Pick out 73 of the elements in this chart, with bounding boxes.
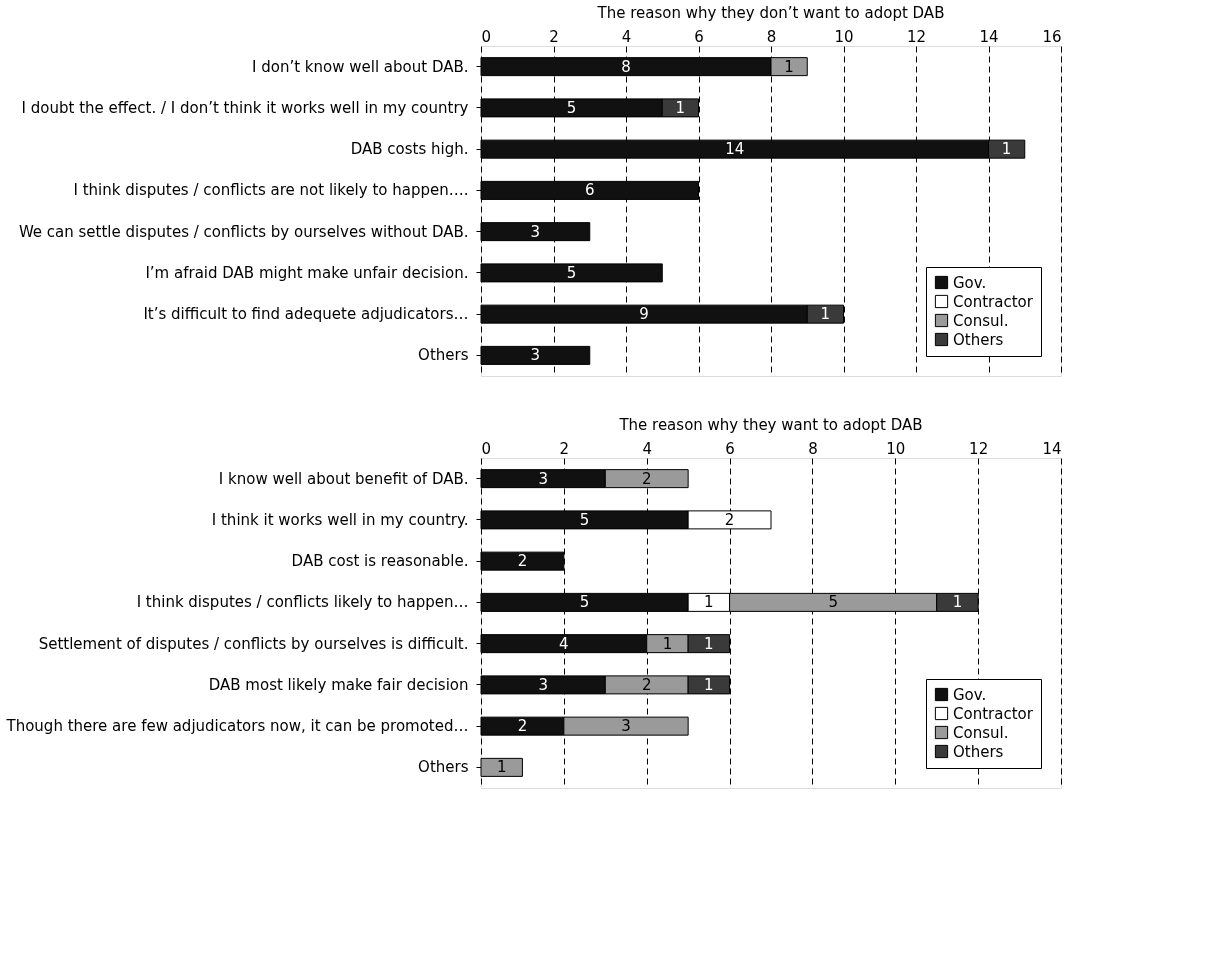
legend-label: Others — [953, 742, 1004, 761]
data-label: 1 — [784, 57, 794, 76]
data-label: 5 — [579, 510, 590, 529]
x-tick-label: 2 — [549, 27, 559, 46]
x-tick-label: 0 — [481, 439, 492, 458]
data-label: 1 — [496, 758, 507, 777]
data-label: 1 — [662, 634, 673, 653]
data-label: 2 — [724, 510, 735, 529]
y-tick-label: I doubt the effect. / I don’t think it works well in my country — [21, 98, 469, 117]
x-tick-label: 6 — [694, 27, 704, 46]
y-tick-label: It’s difficult to find adequete adjudicators… — [143, 305, 469, 324]
legend-label: Others — [953, 330, 1004, 349]
data-label: 5 — [566, 98, 577, 117]
y-tick-label: DAB cost is reasonable. — [291, 552, 469, 571]
legend-label: Contractor — [953, 292, 1034, 311]
data-label: 1 — [704, 634, 714, 653]
x-tick-label: 12 — [906, 27, 927, 46]
data-label: 3 — [621, 717, 631, 736]
data-label: 1 — [952, 593, 963, 612]
x-tick-label: 14 — [979, 27, 999, 46]
data-label: 4 — [559, 634, 569, 653]
data-label: 2 — [641, 469, 652, 488]
data-label: 1 — [704, 675, 714, 694]
y-tick-label: I think disputes / conflicts are not likely to happen…. — [73, 181, 469, 200]
data-label: 1 — [820, 305, 831, 324]
data-label: 3 — [538, 675, 548, 694]
y-tick-label: I think disputes / conflicts likely to happen… — [136, 593, 469, 612]
x-tick-label: 8 — [808, 439, 818, 458]
x-tick-label: 6 — [725, 439, 735, 458]
data-label: 2 — [641, 675, 652, 694]
y-tick-label: I’m afraid DAB might make unfair decision. — [145, 263, 469, 282]
legend-label: Gov. — [953, 273, 987, 292]
legend-label: Contractor — [953, 704, 1034, 723]
y-tick-label: I know well about benefit of DAB. — [218, 469, 469, 488]
data-label: 1 — [675, 98, 686, 117]
y-tick-label: I don’t know well about DAB. — [252, 57, 469, 76]
x-tick-label: 10 — [834, 27, 854, 46]
data-label: 2 — [517, 552, 528, 571]
data-label: 3 — [538, 469, 548, 488]
x-tick-label: 10 — [886, 439, 906, 458]
y-tick-label: DAB most likely make fair decision — [208, 675, 469, 694]
data-label: 6 — [584, 181, 595, 200]
y-tick-label: Though there are few adjudicators now, it can be promoted… — [5, 717, 469, 736]
legend-label: Consul. — [953, 723, 1009, 742]
y-tick-label: I think it works well in my country. — [211, 510, 469, 529]
data-label: 5 — [566, 263, 577, 282]
data-label: 5 — [828, 593, 838, 612]
legend-label: Gov. — [953, 685, 987, 704]
x-tick-label: 12 — [969, 439, 989, 458]
data-label: 9 — [639, 305, 649, 324]
x-tick-label: 4 — [621, 27, 632, 46]
chart-title: The reason why they want to adopt DAB — [618, 416, 923, 434]
data-label: 1 — [704, 593, 714, 612]
y-tick-label: DAB costs high. — [350, 140, 469, 159]
x-tick-label: 8 — [766, 27, 777, 46]
data-label: 3 — [530, 346, 541, 365]
data-label: 8 — [621, 57, 631, 76]
x-tick-label: 16 — [1042, 27, 1062, 46]
chart-title: The reason why they don’t want to adopt DAB — [596, 4, 945, 22]
y-tick-label: Settlement of disputes / conflicts by ourselves is difficult. — [38, 634, 469, 653]
x-tick-label: 14 — [1042, 439, 1062, 458]
y-tick-label: Others — [418, 758, 469, 777]
x-tick-label: 2 — [559, 439, 570, 458]
y-tick-label: Others — [418, 346, 469, 365]
y-tick-label: We can settle disputes / conflicts by ourselves without DAB. — [18, 222, 469, 241]
data-label: 2 — [517, 717, 528, 736]
x-tick-label: 4 — [642, 439, 652, 458]
data-label: 14 — [725, 140, 745, 159]
legend-label: Consul. — [953, 311, 1009, 330]
data-label: 5 — [579, 593, 590, 612]
data-label: 3 — [530, 222, 541, 241]
data-label: 1 — [1001, 140, 1012, 159]
x-tick-label: 0 — [481, 27, 492, 46]
